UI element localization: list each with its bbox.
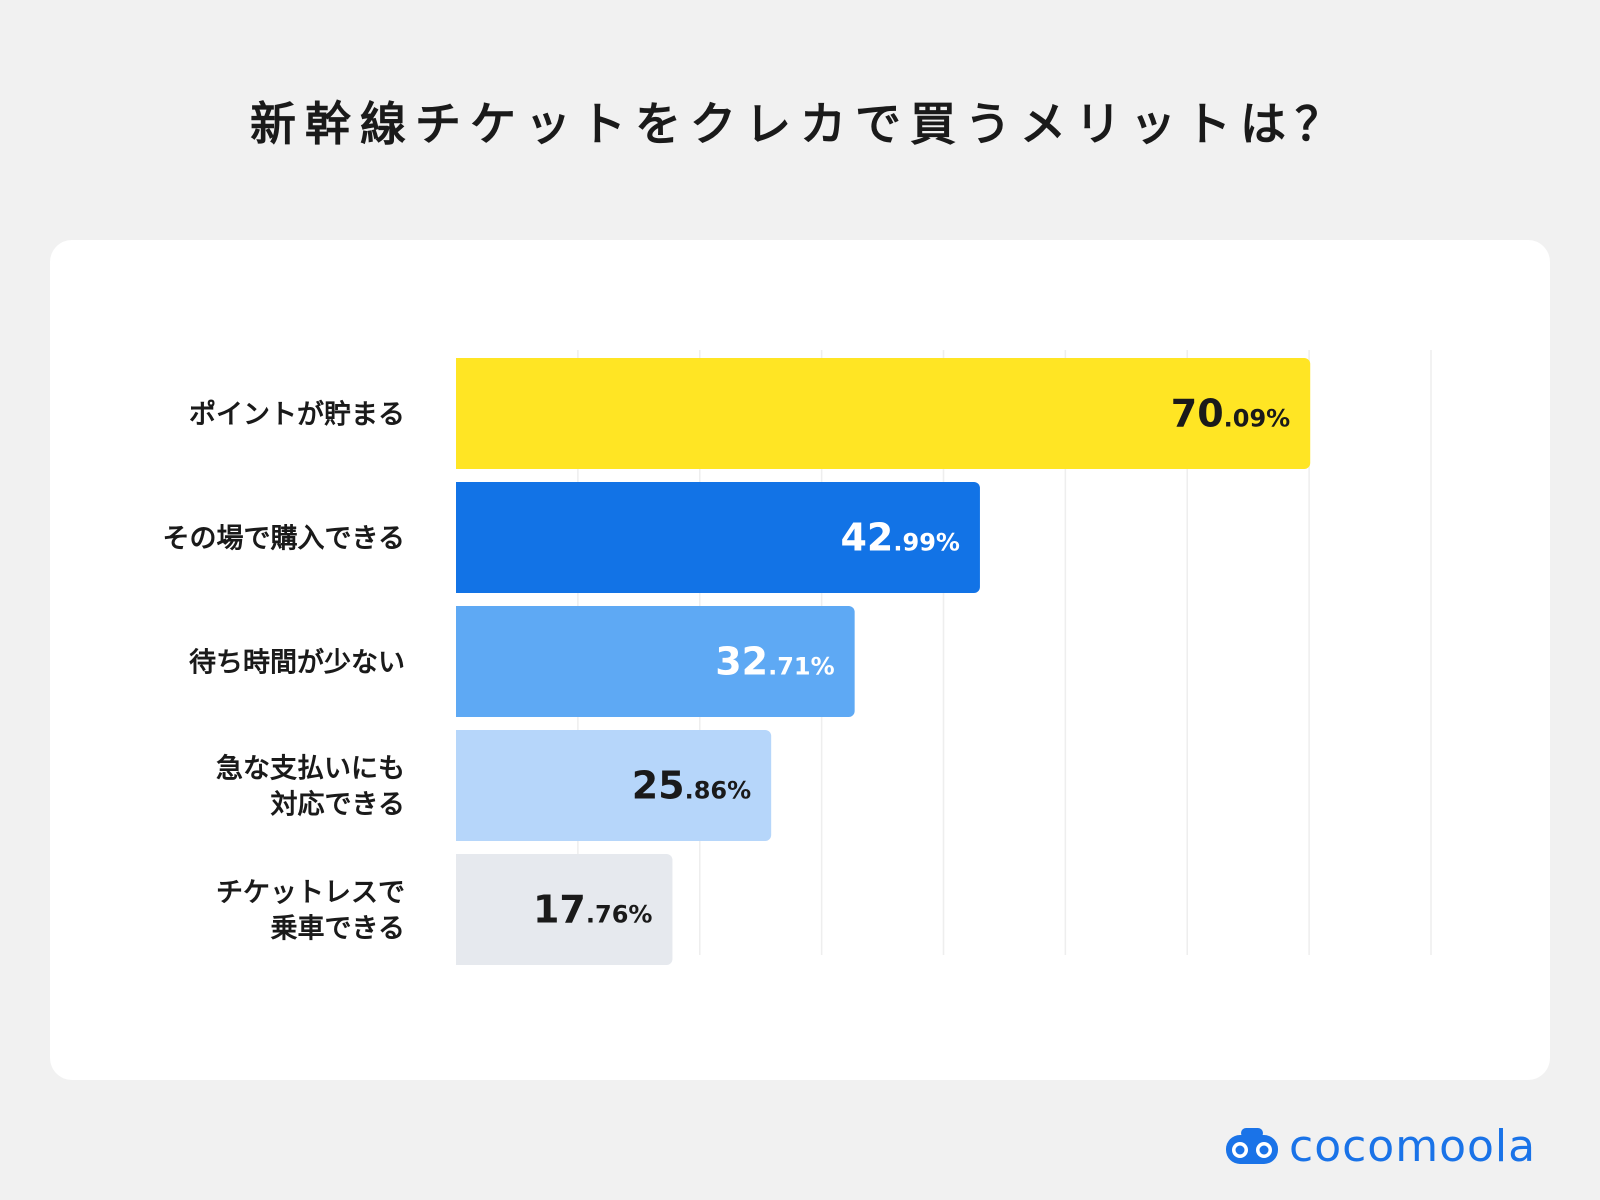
- bar-3: [456, 730, 772, 841]
- value-label-int: 25: [632, 764, 685, 808]
- value-label-int: 42: [840, 516, 893, 560]
- bar-1: [456, 482, 980, 593]
- category-label-3: 急な支払いにも対応できる: [216, 753, 405, 821]
- value-label-1: 42.99%: [840, 516, 959, 560]
- value-label-2: 32.71%: [715, 640, 834, 684]
- bar-2: [456, 606, 855, 717]
- bar-edge-2: [456, 606, 466, 717]
- category-label-line: 待ち時間が少ない: [189, 647, 405, 679]
- value-label-int: 70: [1171, 392, 1224, 436]
- category-label-line: 急な支払いにも: [216, 753, 405, 785]
- category-label-line: 乗車できる: [271, 914, 405, 945]
- value-label-dec: .86%: [685, 777, 752, 805]
- bar-edge-1: [456, 482, 466, 593]
- category-label-line: チケットレスで: [216, 878, 405, 909]
- bar-0: [456, 358, 1311, 469]
- value-label-4: 17.76%: [533, 888, 652, 932]
- category-label-line: その場で購入できる: [163, 524, 405, 555]
- binocular-logo-icon: [1226, 1128, 1278, 1164]
- bar-chart: ポイントが貯まる 70.09% その場で購入できる 42.99% 待ち時間が少ない 32.…: [163, 350, 1432, 965]
- bar-edge-3: [456, 730, 466, 841]
- category-label-0: ポイントが貯まる: [189, 399, 405, 431]
- value-label-int: 32: [715, 640, 768, 684]
- value-label-0: 70.09%: [1171, 392, 1290, 436]
- value-label-dec: .71%: [768, 653, 835, 681]
- category-label-2: 待ち時間が少ない: [189, 647, 405, 679]
- bar-4: [456, 854, 673, 965]
- category-label-line: ポイントが貯まる: [189, 399, 405, 431]
- bar-edge-0: [456, 358, 466, 469]
- category-label-line: 対応できる: [271, 789, 405, 821]
- value-label-int: 17: [533, 888, 586, 932]
- chart-card: ポイントが貯まる 70.09% その場で購入できる 42.99% 待ち時間が少ない 32.…: [50, 240, 1550, 1080]
- category-label-1: その場で購入できる: [163, 524, 405, 555]
- value-label-dec: .99%: [893, 529, 960, 557]
- value-label-dec: .76%: [586, 901, 653, 929]
- brand-name: cocomoola: [1289, 1120, 1537, 1172]
- category-label-4: チケットレスで乗車できる: [216, 878, 405, 945]
- value-label-dec: .09%: [1224, 405, 1291, 433]
- value-label-3: 25.86%: [632, 764, 751, 808]
- bar-edge-4: [456, 854, 466, 965]
- chart-title: 新幹線チケットをクレカで買うメリットは？: [250, 97, 1350, 151]
- brand-logo: cocomoola: [1225, 1118, 1536, 1174]
